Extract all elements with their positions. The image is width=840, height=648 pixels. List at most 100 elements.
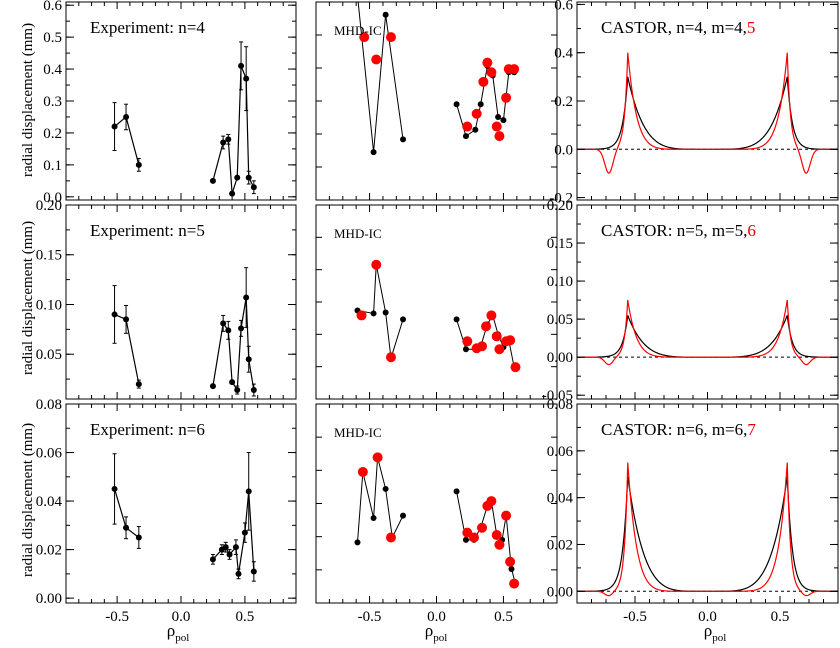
y-tick-label: 0.0	[554, 142, 573, 158]
data-point	[509, 578, 520, 589]
panel-3-2: -0.5 0.0 0.5 MHD-IC	[315, 403, 558, 625]
x-axis-label-main: ρ	[425, 621, 433, 640]
panel-title-mode-red: 6	[747, 221, 756, 240]
x-tick-label: 0.0	[172, 609, 191, 625]
data-point	[235, 570, 242, 577]
x-tick-label: 0.0	[427, 609, 446, 625]
series-line	[212, 297, 255, 392]
data-point	[241, 529, 248, 536]
data-point	[385, 352, 396, 363]
data-point	[478, 76, 489, 87]
y-tick-label: 0.00	[547, 350, 573, 366]
panel-plot-area	[111, 41, 257, 197]
data-point	[226, 551, 233, 558]
x-axis-label-col-3: ρpol	[704, 621, 727, 644]
data-point	[385, 532, 396, 543]
x-axis-label-sub: pol	[433, 632, 447, 644]
x-axis-label-col-1: ρpol	[167, 621, 190, 644]
data-point	[220, 320, 227, 327]
panel-title: CASTOR: n=6, m=6,7	[601, 420, 756, 439]
x-tick-label: -0.5	[105, 609, 129, 625]
x-tick-label: 0.5	[236, 609, 255, 625]
y-tick-label: 0.20	[36, 198, 62, 214]
data-point	[462, 346, 469, 353]
y-tick-label: 0.2	[554, 94, 573, 110]
panel-title: Experiment: n=6	[90, 420, 205, 439]
data-point	[400, 316, 407, 323]
panel-1-1: 0.0 0.1 0.2 0.3 0.4 0.5 0.6 Experiment: n=4	[43, 0, 297, 206]
profile-line-red	[577, 52, 838, 174]
panel-title: CASTOR, n=4, m=4,5	[601, 18, 755, 37]
y-tick-label: 0.5	[43, 30, 62, 46]
data-point	[472, 126, 479, 133]
data-point	[111, 123, 118, 130]
data-point	[385, 32, 396, 43]
y-tick-label: 0.06	[547, 444, 574, 460]
data-point	[400, 136, 407, 143]
y-tick-label: 0.02	[547, 537, 573, 553]
data-point	[505, 335, 516, 346]
y-tick-label: 0.15	[36, 248, 62, 264]
x-axis-label-sub: pol	[175, 632, 189, 644]
data-point	[123, 113, 130, 120]
data-point	[245, 174, 252, 181]
data-point	[209, 556, 216, 563]
y-tick-label: 0.6	[554, 0, 573, 13]
panel-3-1: -0.5 0.0 0.5 0.00 0.02 0.04 0.06 0.08 Experiment…	[36, 397, 297, 625]
data-point	[510, 362, 521, 373]
data-point	[482, 57, 493, 68]
y-tick-label: 0.08	[36, 397, 62, 413]
panel-title-main: CASTOR: n=6, m=6,	[601, 420, 747, 439]
data-point	[481, 321, 492, 332]
panel-title-mode-red: 7	[747, 420, 756, 439]
profile-line-black	[577, 76, 838, 150]
panel-title: CASTOR: n=5, m=5,6	[601, 221, 756, 240]
data-point	[477, 522, 488, 533]
panel-plot-area	[111, 452, 257, 582]
data-point	[222, 544, 229, 551]
data-point	[382, 485, 389, 492]
panel-title: MHD-IC	[334, 226, 382, 241]
data-point	[495, 113, 502, 120]
series-line	[114, 313, 140, 385]
y-tick-label: 0.00	[36, 591, 62, 607]
y-tick-label: 0.08	[547, 397, 573, 413]
panel-title: Experiment: n=4	[90, 18, 205, 37]
data-point	[400, 512, 407, 519]
data-point	[135, 534, 142, 541]
panel-2-3: -0.05 0.00 0.05 0.10 0.15 0.20 CASTOR: n=5, m=…	[542, 198, 839, 404]
data-point	[453, 316, 460, 323]
data-point	[245, 488, 252, 495]
panels-layer: 0.0 0.1 0.2 0.3 0.4 0.5 0.6 Experiment: n=4 MHD-…	[36, 0, 839, 625]
y-tick-label: 0.4	[43, 62, 62, 78]
data-point	[111, 485, 118, 492]
x-axis-label-main: ρ	[167, 621, 175, 640]
data-point	[491, 530, 502, 541]
data-point	[462, 536, 469, 543]
y-tick-label: -0.05	[542, 388, 573, 404]
data-point	[371, 54, 382, 65]
data-point	[370, 515, 377, 522]
y-tick-label: 0.10	[36, 297, 62, 313]
data-point	[238, 62, 245, 69]
y-tick-label: 0.00	[547, 584, 573, 600]
data-point	[209, 177, 216, 184]
y-tick-label: -0.2	[549, 191, 573, 207]
data-point	[462, 121, 473, 132]
y-tick-label: 0.2	[43, 126, 62, 142]
data-point	[220, 139, 227, 146]
data-point	[453, 101, 460, 108]
panel-2-2: MHD-IC	[315, 204, 558, 400]
data-point	[229, 190, 236, 197]
data-point	[243, 294, 250, 301]
x-tick-label: 0.0	[698, 609, 717, 625]
series-line	[212, 65, 255, 194]
data-point	[494, 539, 505, 550]
panel-plot-area	[354, 259, 521, 373]
x-tick-label: -0.5	[358, 609, 382, 625]
panel-plot-area	[577, 300, 838, 366]
data-point	[486, 67, 497, 78]
x-tick-label: -0.5	[623, 609, 647, 625]
y-tick-label: 0.4	[554, 46, 573, 62]
